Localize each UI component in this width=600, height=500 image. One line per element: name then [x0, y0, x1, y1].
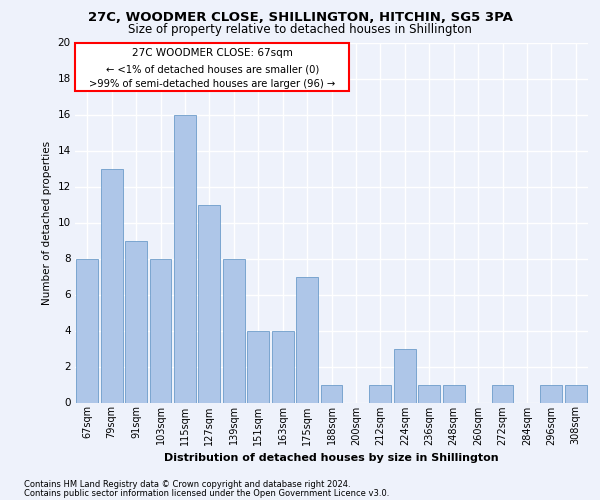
Bar	[125, 240, 147, 402]
Text: Size of property relative to detached houses in Shillington: Size of property relative to detached ho…	[128, 22, 472, 36]
Bar	[101, 168, 122, 402]
Bar	[565, 384, 587, 402]
Y-axis label: Number of detached properties: Number of detached properties	[42, 140, 52, 304]
Text: 27C, WOODMER CLOSE, SHILLINGTON, HITCHIN, SG5 3PA: 27C, WOODMER CLOSE, SHILLINGTON, HITCHIN…	[88, 11, 512, 24]
Bar	[174, 114, 196, 403]
Bar	[418, 384, 440, 402]
Text: Contains HM Land Registry data © Crown copyright and database right 2024.: Contains HM Land Registry data © Crown c…	[24, 480, 350, 489]
Text: 27C WOODMER CLOSE: 67sqm: 27C WOODMER CLOSE: 67sqm	[132, 48, 293, 58]
Text: Contains public sector information licensed under the Open Government Licence v3: Contains public sector information licen…	[24, 488, 389, 498]
Bar	[541, 384, 562, 402]
Bar	[223, 258, 245, 402]
Bar	[491, 384, 514, 402]
Bar	[296, 276, 318, 402]
Bar	[320, 384, 343, 402]
Text: ← <1% of detached houses are smaller (0): ← <1% of detached houses are smaller (0)	[106, 64, 319, 74]
Bar	[394, 348, 416, 403]
Bar	[199, 204, 220, 402]
X-axis label: Distribution of detached houses by size in Shillington: Distribution of detached houses by size …	[164, 453, 499, 463]
Bar	[247, 330, 269, 402]
Bar	[443, 384, 464, 402]
Bar	[149, 258, 172, 402]
Bar	[272, 330, 293, 402]
Bar	[370, 384, 391, 402]
Text: >99% of semi-detached houses are larger (96) →: >99% of semi-detached houses are larger …	[89, 79, 335, 89]
Bar	[76, 258, 98, 402]
FancyBboxPatch shape	[75, 42, 349, 91]
